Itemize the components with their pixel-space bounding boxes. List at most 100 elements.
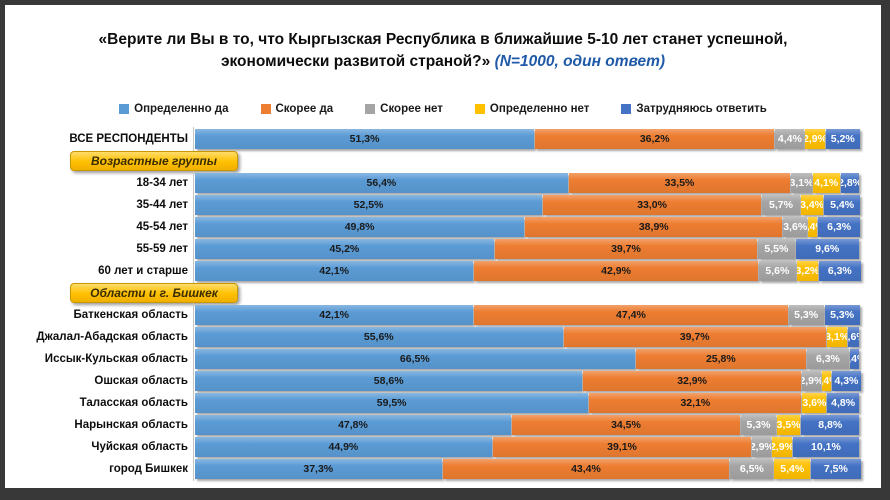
bar-segment-5: 9,6% xyxy=(795,239,859,259)
bar-value-label: 10,1% xyxy=(811,441,841,453)
stacked-bar: 45,2% 39,7% 5,5% 9,6% xyxy=(193,237,859,261)
bar-value-label: 49,8% xyxy=(344,221,375,233)
bar-value-label: 47,8% xyxy=(338,419,368,431)
bar-segment-1: 52,5% xyxy=(195,195,543,215)
bar-segment-4: 3,1% xyxy=(826,327,848,347)
legend-label: Скорее да xyxy=(275,103,334,115)
bar-value-label: 44,9% xyxy=(328,441,359,453)
bar-segment-2: 33,0% xyxy=(543,195,762,215)
bar-segment-5: 4,8% xyxy=(827,393,859,413)
stacked-bar: 59,5% 32,1% 3,6% 4,8% xyxy=(193,391,859,415)
legend-swatch-icon xyxy=(365,104,376,114)
bar-segment-5: 6,3% xyxy=(818,217,860,237)
bar-segment-1: 45,2% xyxy=(195,239,494,259)
bar-segment-1: 56,4% xyxy=(195,173,568,193)
legend-item: Скорее нет xyxy=(365,103,443,115)
chart-row: город Бишкек 37,3% 43,4% 6,5% 5,4% 7,5% xyxy=(5,457,881,481)
legend-item: Определенно да xyxy=(119,103,229,115)
bar-segment-3: 5,6% xyxy=(758,261,796,281)
bar-segment-1: 44,9% xyxy=(195,437,492,457)
bar-value-label: 3,5% xyxy=(777,419,801,431)
bar-value-label: 42,1% xyxy=(319,265,350,277)
legend-item: Скорее да xyxy=(260,103,334,115)
bar-segment-5: 1,4% xyxy=(849,349,859,369)
category-label: Джалал-Абадская область xyxy=(36,331,188,343)
bar-segment-3: 4,4% xyxy=(775,129,805,149)
chart-row: 55-59 лет 45,2% 39,7% 5,5% 9,6% xyxy=(5,237,881,261)
bar-segment-2: 43,4% xyxy=(442,459,730,479)
chart-row: Баткенская область 42,1% 47,4% 5,3% 5,3% xyxy=(5,303,881,327)
bar-value-label: 39,7% xyxy=(611,243,641,255)
bar-segment-3: 5,5% xyxy=(758,239,795,259)
bar-segment-4: 3,5% xyxy=(777,415,801,435)
category-label: Чуйская область xyxy=(91,441,188,453)
stacked-bar: 51,3% 36,2% 4,4%2,9% 5,2% xyxy=(193,127,860,151)
bar-segment-2: 25,8% xyxy=(635,349,807,369)
bar-value-label: 2,9% xyxy=(805,133,824,145)
bar-value-label: 5,4% xyxy=(830,199,855,211)
bar-value-label: 1,4% xyxy=(822,375,831,387)
bar-value-label: 8,8% xyxy=(818,419,843,431)
legend-label: Определенно да xyxy=(134,103,229,115)
bar-value-label: 5,4% xyxy=(780,463,805,475)
bar-value-label: 3,2% xyxy=(796,265,818,277)
bar-segment-5: 7,5% xyxy=(811,459,861,479)
category-label: Ошская область xyxy=(94,375,188,387)
legend-swatch-icon xyxy=(119,104,130,114)
stacked-bar-chart: ВСЕ РЕСПОНДЕНТЫ51,3%36,2%4,4%2,9%5,2%Воз… xyxy=(5,127,881,481)
bar-value-label: 2,9% xyxy=(801,375,821,387)
bar-segment-4: 1,4% xyxy=(821,371,832,391)
bar-value-label: 3,4% xyxy=(800,199,824,211)
legend: Определенно да Скорее да Скорее нет Определ… xyxy=(5,103,881,115)
category-label: Баткенская область xyxy=(73,309,188,321)
bar-segment-4: 1,4% xyxy=(808,217,818,237)
bar-value-label: 42,9% xyxy=(601,265,631,277)
bar-value-label: 4,1% xyxy=(814,177,839,189)
legend-label: Скорее нет xyxy=(380,103,443,115)
bar-value-label: 32,9% xyxy=(677,375,707,387)
bar-segment-5: 8,8% xyxy=(801,415,860,435)
bar-segment-4: 2,9% xyxy=(805,129,825,149)
category-label: 55-59 лет xyxy=(136,243,188,255)
bar-value-label: 47,4% xyxy=(616,309,646,321)
bar-segment-3: 6,5% xyxy=(730,459,774,479)
category-label: Таласская область xyxy=(79,397,188,409)
bar-segment-2: 39,7% xyxy=(563,327,826,347)
bar-value-label: 4,3% xyxy=(834,375,859,387)
bar-value-label: 2,8% xyxy=(840,177,860,189)
category-label: 45-54 лет xyxy=(136,221,188,233)
legend-item: Определенно нет xyxy=(474,103,590,115)
bar-value-label: 6,3% xyxy=(827,221,852,233)
stacked-bar: 37,3% 43,4% 6,5% 5,4% 7,5% xyxy=(193,457,861,481)
bar-segment-1: 59,5% xyxy=(195,393,589,413)
bar-segment-5: 4,3% xyxy=(832,371,861,391)
stacked-bar: 42,1% 42,9% 5,6% 3,2% 6,3% xyxy=(193,259,861,283)
bar-segment-5: 2,8% xyxy=(840,173,860,193)
bar-value-label: 4,8% xyxy=(831,397,856,409)
chart-row: ВСЕ РЕСПОНДЕНТЫ 51,3% 36,2% 4,4%2,9% 5,2% xyxy=(5,127,881,151)
bar-value-label: 5,3% xyxy=(830,309,855,321)
bar-segment-4: 4,1% xyxy=(812,173,840,193)
bar-value-label: 36,2% xyxy=(639,133,670,145)
bar-segment-2: 36,2% xyxy=(535,129,775,149)
chart-title-line1: «Верите ли Вы в то, что Кыргызская Респу… xyxy=(98,31,788,48)
bar-value-label: 39,7% xyxy=(679,331,710,343)
bar-segment-4: 3,2% xyxy=(796,261,818,281)
chart-row: Таласская область 59,5% 32,1% 3,6% 4,8% xyxy=(5,391,881,415)
bar-value-label: 39,1% xyxy=(607,441,637,453)
bar-value-label: 43,4% xyxy=(571,463,601,475)
bar-segment-5: 6,3% xyxy=(818,261,861,281)
bar-segment-4: 3,6% xyxy=(802,393,827,413)
bar-value-label: 3,1% xyxy=(791,177,811,189)
bar-segment-3: 5,7% xyxy=(762,195,800,215)
bar-value-label: 5,3% xyxy=(746,419,771,431)
legend-label: Определенно нет xyxy=(489,103,590,115)
bar-value-label: 34,5% xyxy=(611,419,641,431)
bar-value-label: 1,4% xyxy=(850,353,859,365)
chart-title: «Верите ли Вы в то, что Кыргызская Респу… xyxy=(5,29,881,73)
category-label: Иссык-Кульская область xyxy=(44,353,188,365)
bar-value-label: 59,5% xyxy=(376,397,407,409)
bar-value-label: 1,4% xyxy=(808,221,817,233)
bar-segment-2: 39,1% xyxy=(492,437,752,457)
stacked-bar: 52,5% 33,0% 5,7% 3,4% 5,4% xyxy=(193,193,860,217)
